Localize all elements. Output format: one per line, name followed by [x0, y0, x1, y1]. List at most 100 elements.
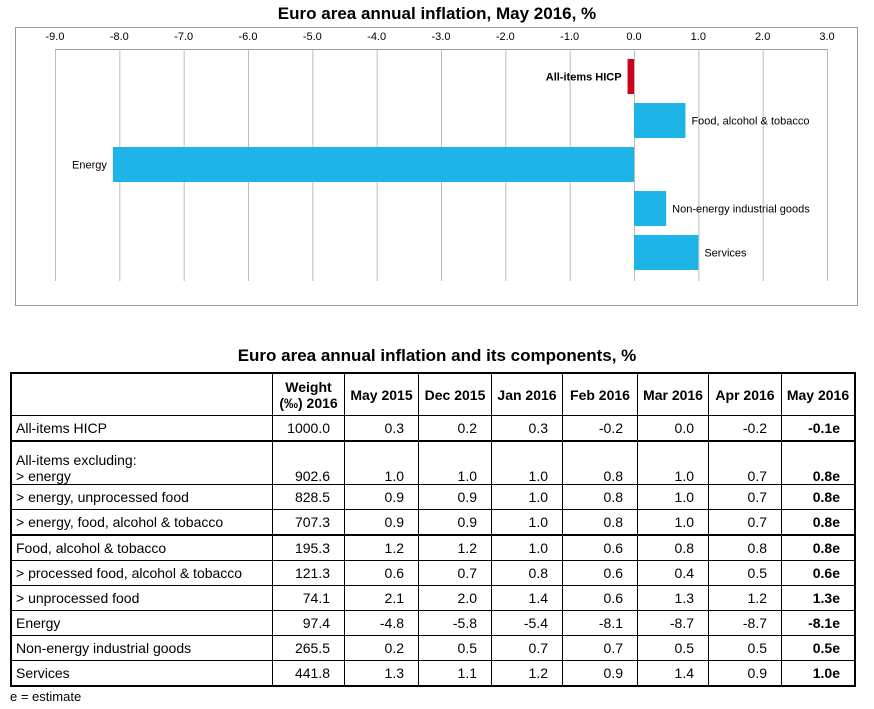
table-row: Non-energy industrial goods 265.5 0.2 0.5 0.… [10, 635, 856, 661]
row-label: Food, alcohol & tobacco [10, 534, 273, 561]
table-cell: 1.0 [491, 534, 563, 561]
table-cell: 1.0 [637, 484, 709, 510]
table-cell: 0.2 [344, 635, 419, 661]
row-label: Non-energy industrial goods [10, 635, 273, 661]
table-cell: 0.8e [781, 440, 856, 485]
table-cell: 1.4 [491, 585, 563, 611]
table-cell: 1000.0 [272, 415, 345, 442]
x-tick-label: 2.0 [755, 31, 770, 43]
table-cell: 0.7 [491, 635, 563, 661]
table-cell: 0.8 [562, 484, 638, 510]
column-header: Apr 2016 [708, 372, 782, 416]
table-cell: 1.3 [637, 585, 709, 611]
table-cell: 1.0 [637, 509, 709, 536]
table-row: All-items HICP 1000.0 0.3 0.2 0.3 -0.2 0.0 -0.2… [10, 415, 856, 442]
table-row: Food, alcohol & tobacco 195.3 1.2 1.2 1.0 0.6… [10, 534, 856, 561]
bar-label: All-items HICP [546, 72, 622, 84]
table-cell: 0.7 [708, 509, 782, 536]
table-cell: 1.1 [418, 660, 492, 687]
inflation-table: Weight (‰) 2016 May 2015 Dec 2015 Jan 2016 F… [10, 372, 856, 687]
table-cell: 828.5 [272, 484, 345, 510]
table-cell: -8.7 [637, 610, 709, 636]
table-cell: 2.0 [418, 585, 492, 611]
table-cell: 0.8e [781, 534, 856, 561]
table-cell: -5.4 [491, 610, 563, 636]
table-cell: 0.5 [708, 560, 782, 586]
column-header: May 2016 [781, 372, 856, 416]
table-row: Services 441.8 1.3 1.1 1.2 0.9 1.4 0.9 1.0e [10, 660, 856, 687]
table-cell: 1.0 [418, 440, 492, 485]
x-tick-label: -7.0 [174, 31, 193, 43]
table-row: Energy 97.4 -4.8 -5.8 -5.4 -8.1 -8.7 -8.7 -8.1e [10, 610, 856, 636]
x-tick-label: -6.0 [239, 31, 258, 43]
table-cell: 0.8 [491, 560, 563, 586]
table-title: Euro area annual inflation and its compo… [237, 346, 637, 365]
bar-label: Services [704, 248, 747, 260]
table-cell: 0.6e [781, 560, 856, 586]
table-cell: 1.2 [491, 660, 563, 687]
table-cell: 0.8 [562, 509, 638, 536]
row-label: Services [10, 660, 273, 687]
table-cell: 0.2 [418, 415, 492, 442]
table-cell: 1.0 [491, 509, 563, 536]
column-header: May 2015 [344, 372, 419, 416]
row-label: All-items excluding: > energy [10, 440, 273, 485]
table-cell: 0.6 [562, 534, 638, 561]
bar-chart: -9.0 -8.0 -7.0 -6.0 -5.0 -4.0 -3.0 -2.0 -1.0 0.0 1… [15, 27, 858, 306]
bar-label: Food, alcohol & tobacco [691, 116, 809, 128]
table-cell: 1.3 [344, 660, 419, 687]
table-cell: 0.0 [637, 415, 709, 442]
table-row: > unprocessed food 74.1 2.1 2.0 1.4 0.6 1.3 1.2… [10, 585, 856, 611]
table-cell: 0.9 [418, 484, 492, 510]
table-cell: 0.8e [781, 509, 856, 536]
table-cell: -5.8 [418, 610, 492, 636]
chart-title: Euro area annual inflation, May 2016, % [277, 4, 597, 23]
row-label: > unprocessed food [10, 585, 273, 611]
row-label: > energy, unprocessed food [10, 484, 273, 510]
table-cell: 0.7 [418, 560, 492, 586]
table-cell: 1.0 [491, 440, 563, 485]
table-cell: 0.7 [708, 440, 782, 485]
table-cell: 0.7 [708, 484, 782, 510]
bar-non-energy-industrial-goods [634, 191, 667, 226]
table-cell: 195.3 [272, 534, 345, 561]
table-cell: -0.2 [708, 415, 782, 442]
table-cell: 441.8 [272, 660, 345, 687]
table-cell: 0.8 [637, 534, 709, 561]
row-group-label: All-items excluding: [16, 452, 137, 468]
table-cell: 2.1 [344, 585, 419, 611]
table-cell: -0.1e [781, 415, 856, 442]
table-cell: 0.6 [344, 560, 419, 586]
table-cell: 1.0e [781, 660, 856, 687]
table-cell: 0.9 [562, 660, 638, 687]
bar-food-alcohol-tobacco [634, 103, 686, 138]
table-cell: 0.9 [344, 509, 419, 536]
table-cell: 0.5 [637, 635, 709, 661]
footnote: e = estimate [10, 689, 82, 704]
x-tick-label: -5.0 [303, 31, 322, 43]
table-cell: 707.3 [272, 509, 345, 536]
table-cell: 0.3 [491, 415, 563, 442]
column-header: Dec 2015 [418, 372, 492, 416]
table-cell: -4.8 [344, 610, 419, 636]
table-cell: 0.9 [344, 484, 419, 510]
table-cell: -8.1e [781, 610, 856, 636]
table-row: All-items excluding: > energy 902.6 1.0 1.0 1… [10, 440, 856, 485]
table-cell: 0.3 [344, 415, 419, 442]
table-cell: 0.5e [781, 635, 856, 661]
table-cell: 0.9 [708, 660, 782, 687]
table-cell: 0.8e [781, 484, 856, 510]
table-cell: 1.2 [344, 534, 419, 561]
table-cell: 1.3e [781, 585, 856, 611]
table-cell: 74.1 [272, 585, 345, 611]
x-tick-label: 1.0 [691, 31, 706, 43]
row-label: All-items HICP [10, 415, 273, 442]
column-header [10, 372, 273, 416]
column-header: Weight (‰) 2016 [272, 372, 345, 416]
table-cell: 0.7 [562, 635, 638, 661]
table-cell: 0.5 [418, 635, 492, 661]
row-label: > energy, food, alcohol & tobacco [10, 509, 273, 536]
x-tick-label: 0.0 [626, 31, 641, 43]
table-cell: 0.5 [708, 635, 782, 661]
column-header: Feb 2016 [562, 372, 638, 416]
